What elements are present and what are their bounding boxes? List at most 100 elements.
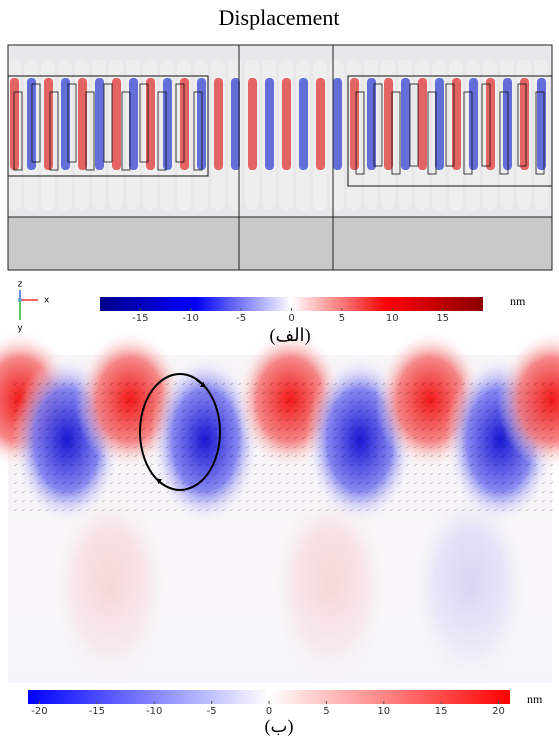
field-arrow bbox=[469, 463, 474, 467]
field-arrow bbox=[261, 427, 266, 431]
field-arrow bbox=[229, 382, 234, 386]
field-arrow bbox=[229, 490, 234, 494]
field-arrow bbox=[477, 463, 482, 467]
field-arrow bbox=[53, 382, 58, 386]
field-arrow bbox=[405, 472, 410, 476]
field-arrow bbox=[541, 391, 546, 395]
field-arrow bbox=[325, 436, 330, 440]
field-arrow bbox=[109, 436, 114, 440]
field-arrow bbox=[221, 463, 226, 467]
field-arrow bbox=[21, 481, 26, 485]
field-arrow bbox=[53, 436, 58, 440]
field-arrow bbox=[237, 463, 242, 467]
field-arrow bbox=[69, 400, 74, 404]
field-arrow bbox=[93, 454, 98, 458]
field-arrow bbox=[493, 427, 498, 431]
field-arrow bbox=[133, 445, 138, 449]
field-arrow bbox=[93, 445, 98, 449]
field-arrow bbox=[461, 436, 466, 440]
field-arrow bbox=[461, 445, 466, 449]
field-arrow bbox=[109, 400, 114, 404]
field-arrow bbox=[293, 382, 298, 386]
field-arrow bbox=[93, 391, 98, 395]
field-arrow bbox=[437, 418, 442, 422]
field-arrow bbox=[421, 499, 426, 503]
field-arrow bbox=[229, 400, 234, 404]
field-arrow bbox=[477, 436, 482, 440]
field-arrow bbox=[125, 409, 130, 413]
field-arrow bbox=[381, 436, 386, 440]
field-arrow bbox=[501, 445, 506, 449]
field-arrow bbox=[293, 409, 298, 413]
field-arrow bbox=[549, 382, 554, 386]
field-arrow bbox=[461, 454, 466, 458]
field-arrow bbox=[421, 391, 426, 395]
field-arrow bbox=[37, 454, 42, 458]
wave-shadow bbox=[75, 60, 89, 210]
field-arrow bbox=[365, 454, 370, 458]
field-arrow bbox=[197, 409, 202, 413]
field-arrow bbox=[301, 445, 306, 449]
field-arrow bbox=[133, 409, 138, 413]
field-arrow bbox=[61, 427, 66, 431]
field-arrow bbox=[461, 391, 466, 395]
field-arrow bbox=[125, 481, 130, 485]
field-arrow bbox=[261, 436, 266, 440]
field-arrow bbox=[181, 418, 186, 422]
field-arrow bbox=[45, 499, 50, 503]
field-arrow bbox=[229, 409, 234, 413]
field-arrow bbox=[149, 508, 154, 512]
motion-orbit bbox=[139, 373, 221, 491]
field-arrow bbox=[541, 400, 546, 404]
field-arrow bbox=[69, 427, 74, 431]
field-arrow bbox=[133, 400, 138, 404]
field-arrow bbox=[501, 472, 506, 476]
field-arrow bbox=[37, 436, 42, 440]
field-arrow bbox=[173, 409, 178, 413]
field-arrow bbox=[381, 481, 386, 485]
wave-shadow bbox=[364, 60, 378, 210]
field-arrow bbox=[77, 499, 82, 503]
wave-shadow bbox=[330, 60, 344, 210]
field-arrow bbox=[541, 508, 546, 512]
field-arrow bbox=[317, 391, 322, 395]
field-arrow bbox=[533, 508, 538, 512]
field-arrow bbox=[477, 391, 482, 395]
field-arrow bbox=[93, 409, 98, 413]
colorbar-tick-label: -15 bbox=[132, 313, 148, 324]
field-arrow bbox=[253, 463, 258, 467]
field-arrow bbox=[317, 490, 322, 494]
field-arrow bbox=[469, 481, 474, 485]
wave-shadow bbox=[313, 60, 327, 210]
field-arrow bbox=[397, 499, 402, 503]
field-arrow bbox=[517, 382, 522, 386]
field-arrow bbox=[437, 436, 442, 440]
field-arrow bbox=[13, 481, 18, 485]
field-arrow bbox=[501, 490, 506, 494]
field-arrow bbox=[341, 409, 346, 413]
field-arrow bbox=[277, 427, 282, 431]
field-arrow bbox=[165, 391, 170, 395]
field-arrow bbox=[173, 499, 178, 503]
field-arrow bbox=[397, 508, 402, 512]
field-arrow bbox=[349, 454, 354, 458]
field-arrow bbox=[61, 409, 66, 413]
field-arrow bbox=[253, 472, 258, 476]
finger bbox=[535, 91, 545, 175]
field-arrow bbox=[413, 499, 418, 503]
field-arrow bbox=[365, 436, 370, 440]
field-arrow bbox=[245, 436, 250, 440]
field-arrow bbox=[541, 463, 546, 467]
field-arrow bbox=[61, 445, 66, 449]
field-arrow bbox=[293, 463, 298, 467]
field-arrow bbox=[389, 382, 394, 386]
field-arrow bbox=[333, 427, 338, 431]
field-arrow bbox=[125, 454, 130, 458]
finger bbox=[445, 83, 455, 167]
field-arrow bbox=[29, 445, 34, 449]
wave-shadow bbox=[92, 60, 106, 210]
field-arrow bbox=[197, 418, 202, 422]
field-arrow bbox=[45, 391, 50, 395]
field-arrow bbox=[109, 409, 114, 413]
wave-shadow bbox=[432, 60, 446, 210]
